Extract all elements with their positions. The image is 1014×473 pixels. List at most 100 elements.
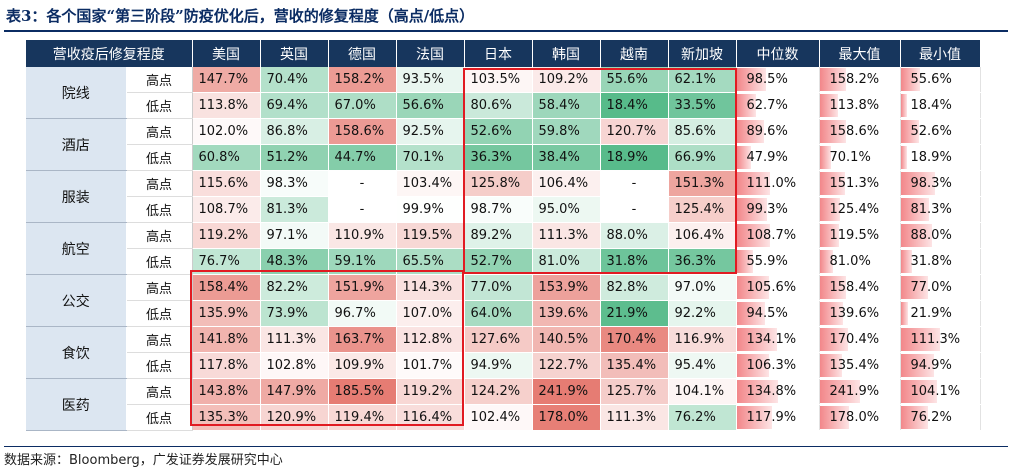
- subcategory-cell: 低点: [126, 300, 193, 327]
- value-cell: 69.4%: [260, 92, 329, 119]
- stat-cell: 94.5%: [736, 300, 820, 327]
- category-cell: 航空: [26, 222, 127, 275]
- data-bar: [819, 198, 841, 221]
- value-cell: 113.8%: [192, 92, 261, 119]
- stat-cell: 158.2%: [819, 67, 901, 93]
- table-row: 低点 108.7% 81.3% -99.9% 98.7% 95.0% -125.4% 99.3…: [26, 196, 981, 223]
- data-bar: [736, 198, 767, 221]
- stat-cell: 98.3%: [900, 170, 981, 197]
- value-cell: 163.7%: [328, 326, 397, 353]
- value-cell: 82.8%: [600, 274, 669, 301]
- data-bar: [736, 380, 778, 403]
- stat-cell: 31.8%: [900, 248, 981, 275]
- value-cell: 104.1%: [668, 378, 737, 405]
- value-cell: 60.8%: [192, 144, 261, 171]
- value-cell: 65.5%: [396, 248, 465, 275]
- value-cell: -: [600, 170, 669, 197]
- value-cell: 170.4%: [600, 326, 669, 353]
- stat-cell: 55.6%: [900, 67, 981, 93]
- value-cell: 127.6%: [464, 326, 533, 353]
- value-cell: 86.8%: [260, 118, 329, 145]
- table-row: 低点 60.8% 51.2% 44.7% 70.1% 36.3% 38.4% 18.9% 66.…: [26, 144, 981, 171]
- table-row: 低点 76.7% 48.3% 59.1% 65.5% 52.7% 81.0% 31.8% 36.…: [26, 248, 981, 275]
- stat-value: 105.6%: [746, 280, 797, 295]
- stat-value: 178.0%: [829, 410, 880, 425]
- value-cell: 109.2%: [532, 67, 601, 93]
- data-bar: [900, 406, 928, 429]
- value-cell: 52.7%: [464, 248, 533, 275]
- stat-cell: 135.4%: [819, 352, 901, 379]
- stat-cell: 98.5%: [736, 67, 820, 93]
- value-cell: 95.4%: [668, 352, 737, 379]
- stat-cell: 99.3%: [736, 196, 820, 223]
- stat-value: 111.3%: [910, 332, 961, 347]
- stat-value: 170.4%: [829, 332, 880, 347]
- stat-value: 119.5%: [829, 228, 880, 243]
- value-cell: 125.8%: [464, 170, 533, 197]
- value-cell: 85.6%: [668, 118, 737, 145]
- stat-cell: 113.8%: [819, 92, 901, 119]
- stat-value: 62.7%: [746, 98, 788, 113]
- data-bar: [900, 250, 912, 273]
- stat-cell: 158.6%: [819, 118, 901, 145]
- category-cell: 公交: [26, 274, 127, 327]
- stat-cell: 55.9%: [736, 248, 820, 275]
- value-cell: 103.5%: [464, 67, 533, 93]
- stat-cell: 119.5%: [819, 222, 901, 249]
- data-bar: [819, 172, 845, 195]
- stat-cell: 94.9%: [900, 352, 981, 379]
- subcategory-cell: 高点: [126, 222, 193, 249]
- value-cell: 109.9%: [328, 352, 397, 379]
- value-cell: 77.0%: [464, 274, 533, 301]
- value-cell: 120.7%: [600, 118, 669, 145]
- value-cell: 103.4%: [396, 170, 465, 197]
- data-bar: [736, 120, 764, 143]
- value-cell: 76.7%: [192, 248, 261, 275]
- stat-value: 55.6%: [910, 72, 952, 87]
- category-cell: 院线: [26, 67, 127, 119]
- stat-cell: 106.3%: [736, 352, 820, 379]
- value-cell: 99.9%: [396, 196, 465, 223]
- data-bar: [819, 380, 860, 403]
- stat-value: 18.9%: [910, 150, 952, 165]
- value-cell: 102.4%: [464, 404, 533, 431]
- data-bar: [900, 276, 928, 299]
- value-cell: 158.6%: [328, 118, 397, 145]
- data-bar: [736, 302, 766, 325]
- value-cell: 96.7%: [328, 300, 397, 327]
- value-cell: 107.0%: [396, 300, 465, 327]
- value-cell: 151.9%: [328, 274, 397, 301]
- value-cell: 158.2%: [328, 67, 397, 93]
- value-cell: 147.9%: [260, 378, 329, 405]
- value-cell: 119.5%: [396, 222, 465, 249]
- stat-value: 88.0%: [910, 228, 952, 243]
- value-cell: 115.6%: [192, 170, 261, 197]
- value-cell: 97.1%: [260, 222, 329, 249]
- header-cell: 法国: [396, 40, 465, 67]
- stat-value: 158.2%: [829, 72, 880, 87]
- data-bar: [900, 328, 940, 351]
- header-cell: 日本: [464, 40, 533, 67]
- stat-cell: 47.9%: [736, 144, 820, 171]
- header-cell: 新加坡: [668, 40, 737, 67]
- value-cell: 58.4%: [532, 92, 601, 119]
- value-cell: 92.2%: [668, 300, 737, 327]
- header-cell: 英国: [260, 40, 329, 67]
- value-cell: 112.8%: [396, 326, 465, 353]
- value-cell: 139.6%: [532, 300, 601, 327]
- stat-cell: 170.4%: [819, 326, 901, 353]
- table-body: 院线 高点 147.7% 70.4% 158.2% 93.5% 103.5% 109.2% 55…: [26, 67, 981, 431]
- header-cell: 中位数: [736, 40, 820, 67]
- data-bar: [736, 224, 770, 247]
- data-bar: [736, 172, 771, 195]
- header-cell: 韩国: [532, 40, 601, 67]
- stat-value: 134.8%: [746, 384, 797, 399]
- value-cell: 70.4%: [260, 67, 329, 93]
- value-cell: 108.7%: [192, 196, 261, 223]
- value-cell: 111.3%: [600, 404, 669, 431]
- value-cell: 36.3%: [668, 248, 737, 275]
- value-cell: 120.9%: [260, 404, 329, 431]
- data-bar: [819, 120, 846, 143]
- value-cell: 135.4%: [600, 352, 669, 379]
- stat-cell: 105.6%: [736, 274, 820, 301]
